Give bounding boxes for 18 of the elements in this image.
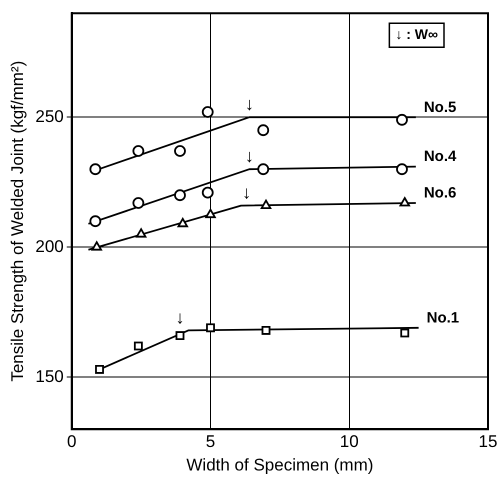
annotation: ↓ bbox=[244, 146, 254, 166]
y-axis-title: Tensile Strength of Welded Joint (kgf/mm²) bbox=[8, 60, 27, 382]
y-tick-label: 200 bbox=[35, 236, 64, 256]
x-tick-label: 5 bbox=[206, 432, 216, 452]
x-tick-label: 10 bbox=[340, 432, 359, 452]
series-label: No.4 bbox=[424, 148, 458, 166]
x-axis-title: Width of Specimen (mm) bbox=[186, 455, 374, 474]
series-label: No.1 bbox=[426, 309, 460, 326]
annotation: ↓ bbox=[244, 94, 254, 114]
series-label: No.6 bbox=[424, 184, 456, 202]
annotation: ↓ bbox=[175, 307, 184, 328]
series-label: No.5 bbox=[424, 98, 456, 116]
annotation: ↓ bbox=[242, 182, 252, 203]
x-tick-label: 15 bbox=[478, 432, 498, 452]
annotation: ↓ : W∞ bbox=[395, 26, 438, 42]
y-tick-label: 150 bbox=[35, 366, 64, 386]
x-tick-label: 0 bbox=[67, 432, 76, 452]
y-tick-label: 250 bbox=[35, 106, 64, 126]
